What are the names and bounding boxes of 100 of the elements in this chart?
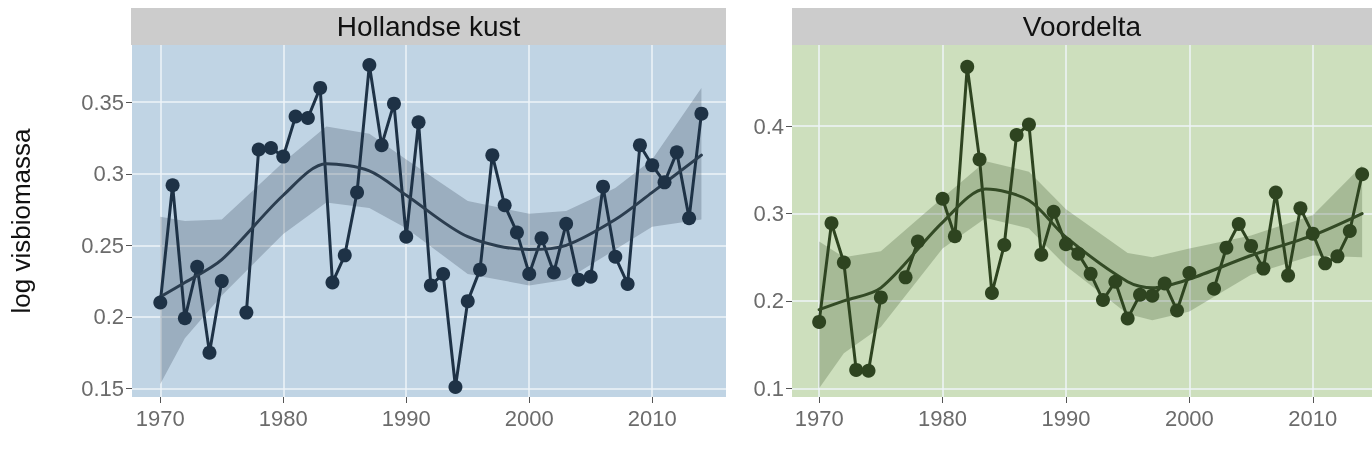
point — [972, 152, 987, 167]
point — [1021, 117, 1036, 132]
point — [214, 274, 229, 289]
point — [546, 265, 561, 280]
point — [202, 345, 217, 360]
point — [485, 148, 500, 163]
point — [596, 179, 611, 194]
point — [1256, 261, 1271, 276]
point — [374, 138, 389, 153]
point — [350, 185, 365, 200]
point — [509, 225, 524, 240]
point — [669, 145, 684, 160]
x-tick-label: 1990 — [1041, 405, 1091, 431]
y-tick-label: 0.3 — [93, 161, 124, 187]
x-tick-label: 1990 — [381, 405, 431, 431]
point — [1318, 256, 1333, 271]
point — [1095, 293, 1110, 308]
point — [1355, 167, 1370, 182]
point — [1145, 288, 1160, 303]
y-tick-label: 0.25 — [81, 232, 124, 258]
point — [645, 158, 660, 173]
point — [1034, 247, 1049, 262]
point — [861, 363, 876, 378]
point — [1281, 268, 1296, 283]
point — [362, 58, 377, 73]
point — [1071, 246, 1086, 261]
point — [1182, 265, 1197, 280]
point — [812, 314, 827, 329]
x-tick-label: 2010 — [627, 405, 677, 431]
point — [1330, 249, 1345, 264]
point — [177, 311, 192, 326]
y-tick-label: 0.15 — [81, 375, 124, 401]
point — [411, 115, 426, 130]
point — [1207, 281, 1222, 296]
x-tick-label: 1980 — [258, 405, 308, 431]
point — [583, 269, 598, 284]
y-tick-label: 0.35 — [81, 89, 124, 115]
point — [1244, 238, 1259, 253]
point — [657, 175, 672, 190]
point — [436, 266, 451, 281]
point — [1231, 217, 1246, 232]
point — [1268, 185, 1283, 200]
point — [1157, 276, 1172, 291]
point — [460, 294, 475, 309]
point — [608, 249, 623, 264]
point — [263, 141, 278, 156]
point — [694, 106, 709, 121]
point — [935, 191, 950, 206]
point — [423, 278, 438, 293]
point — [836, 255, 851, 270]
point — [632, 138, 647, 153]
point — [960, 59, 975, 74]
point — [313, 80, 328, 95]
point — [522, 266, 537, 281]
point — [682, 211, 697, 226]
point — [448, 379, 463, 394]
point — [300, 110, 315, 125]
point — [571, 272, 586, 287]
point — [898, 270, 913, 285]
point — [153, 295, 168, 310]
y-tick-label: 0.2 — [753, 288, 784, 314]
point — [1058, 237, 1073, 252]
point — [534, 231, 549, 246]
point — [849, 362, 864, 377]
point — [1170, 303, 1185, 318]
point — [288, 109, 303, 124]
point — [1305, 226, 1320, 241]
point — [1108, 274, 1123, 289]
point — [873, 290, 888, 305]
point — [1219, 240, 1234, 255]
point — [165, 178, 180, 193]
y-axis-title: log visbiomassa — [6, 127, 36, 314]
point — [473, 262, 488, 277]
x-tick-label: 1980 — [918, 405, 968, 431]
point — [190, 259, 205, 274]
point — [1046, 204, 1061, 219]
chart-title: Hollandse kust — [131, 8, 726, 45]
x-tick-label: 1970 — [135, 405, 185, 431]
point — [997, 238, 1012, 253]
y-tick-label: 0.3 — [753, 201, 784, 227]
point — [1120, 311, 1135, 326]
point — [559, 216, 574, 231]
x-tick-label: 1970 — [794, 405, 844, 431]
point — [1293, 201, 1308, 216]
point — [239, 305, 254, 320]
point — [1009, 127, 1024, 142]
point — [1133, 287, 1147, 302]
point — [620, 276, 635, 291]
point — [1083, 266, 1098, 281]
point — [337, 248, 352, 263]
point — [276, 149, 291, 164]
point — [947, 229, 962, 244]
point — [497, 198, 512, 213]
chart-title: Voordelta — [792, 8, 1372, 45]
point — [251, 142, 266, 157]
point — [399, 229, 414, 244]
point — [325, 275, 340, 290]
x-tick-label: 2010 — [1288, 405, 1338, 431]
y-tick-label: 0.4 — [753, 113, 784, 139]
point — [824, 216, 839, 231]
